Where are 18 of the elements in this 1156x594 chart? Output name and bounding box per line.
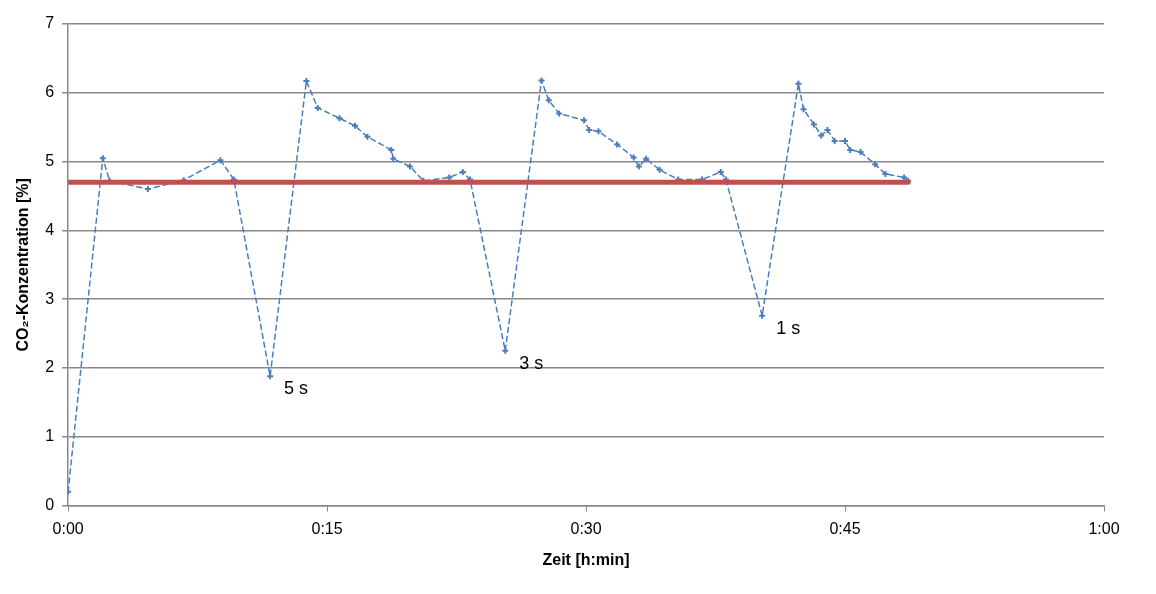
y-tick-label: 3 [45, 289, 55, 307]
x-axis-title: Zeit [h:min] [542, 550, 630, 568]
annotation: 3 s [519, 352, 544, 373]
y-axis-title: CO₂-Konzentration [%] [14, 178, 32, 352]
x-tick-label: 0:30 [570, 519, 602, 537]
annotation: 5 s [284, 378, 309, 399]
y-tick-label: 2 [45, 358, 55, 376]
y-tick-label: 6 [45, 83, 55, 101]
x-tick-label: 0:00 [52, 519, 84, 537]
y-tick-label: 7 [45, 14, 55, 32]
y-tick-label: 1 [45, 427, 55, 445]
x-tick-label: 1:00 [1088, 519, 1120, 537]
annotation: 1 s [776, 317, 801, 338]
y-tick-label: 4 [45, 220, 55, 238]
y-tick-label: 0 [45, 496, 55, 514]
y-tick-label: 5 [45, 152, 55, 170]
x-tick-label: 0:15 [311, 519, 343, 537]
x-tick-label: 0:45 [829, 519, 861, 537]
